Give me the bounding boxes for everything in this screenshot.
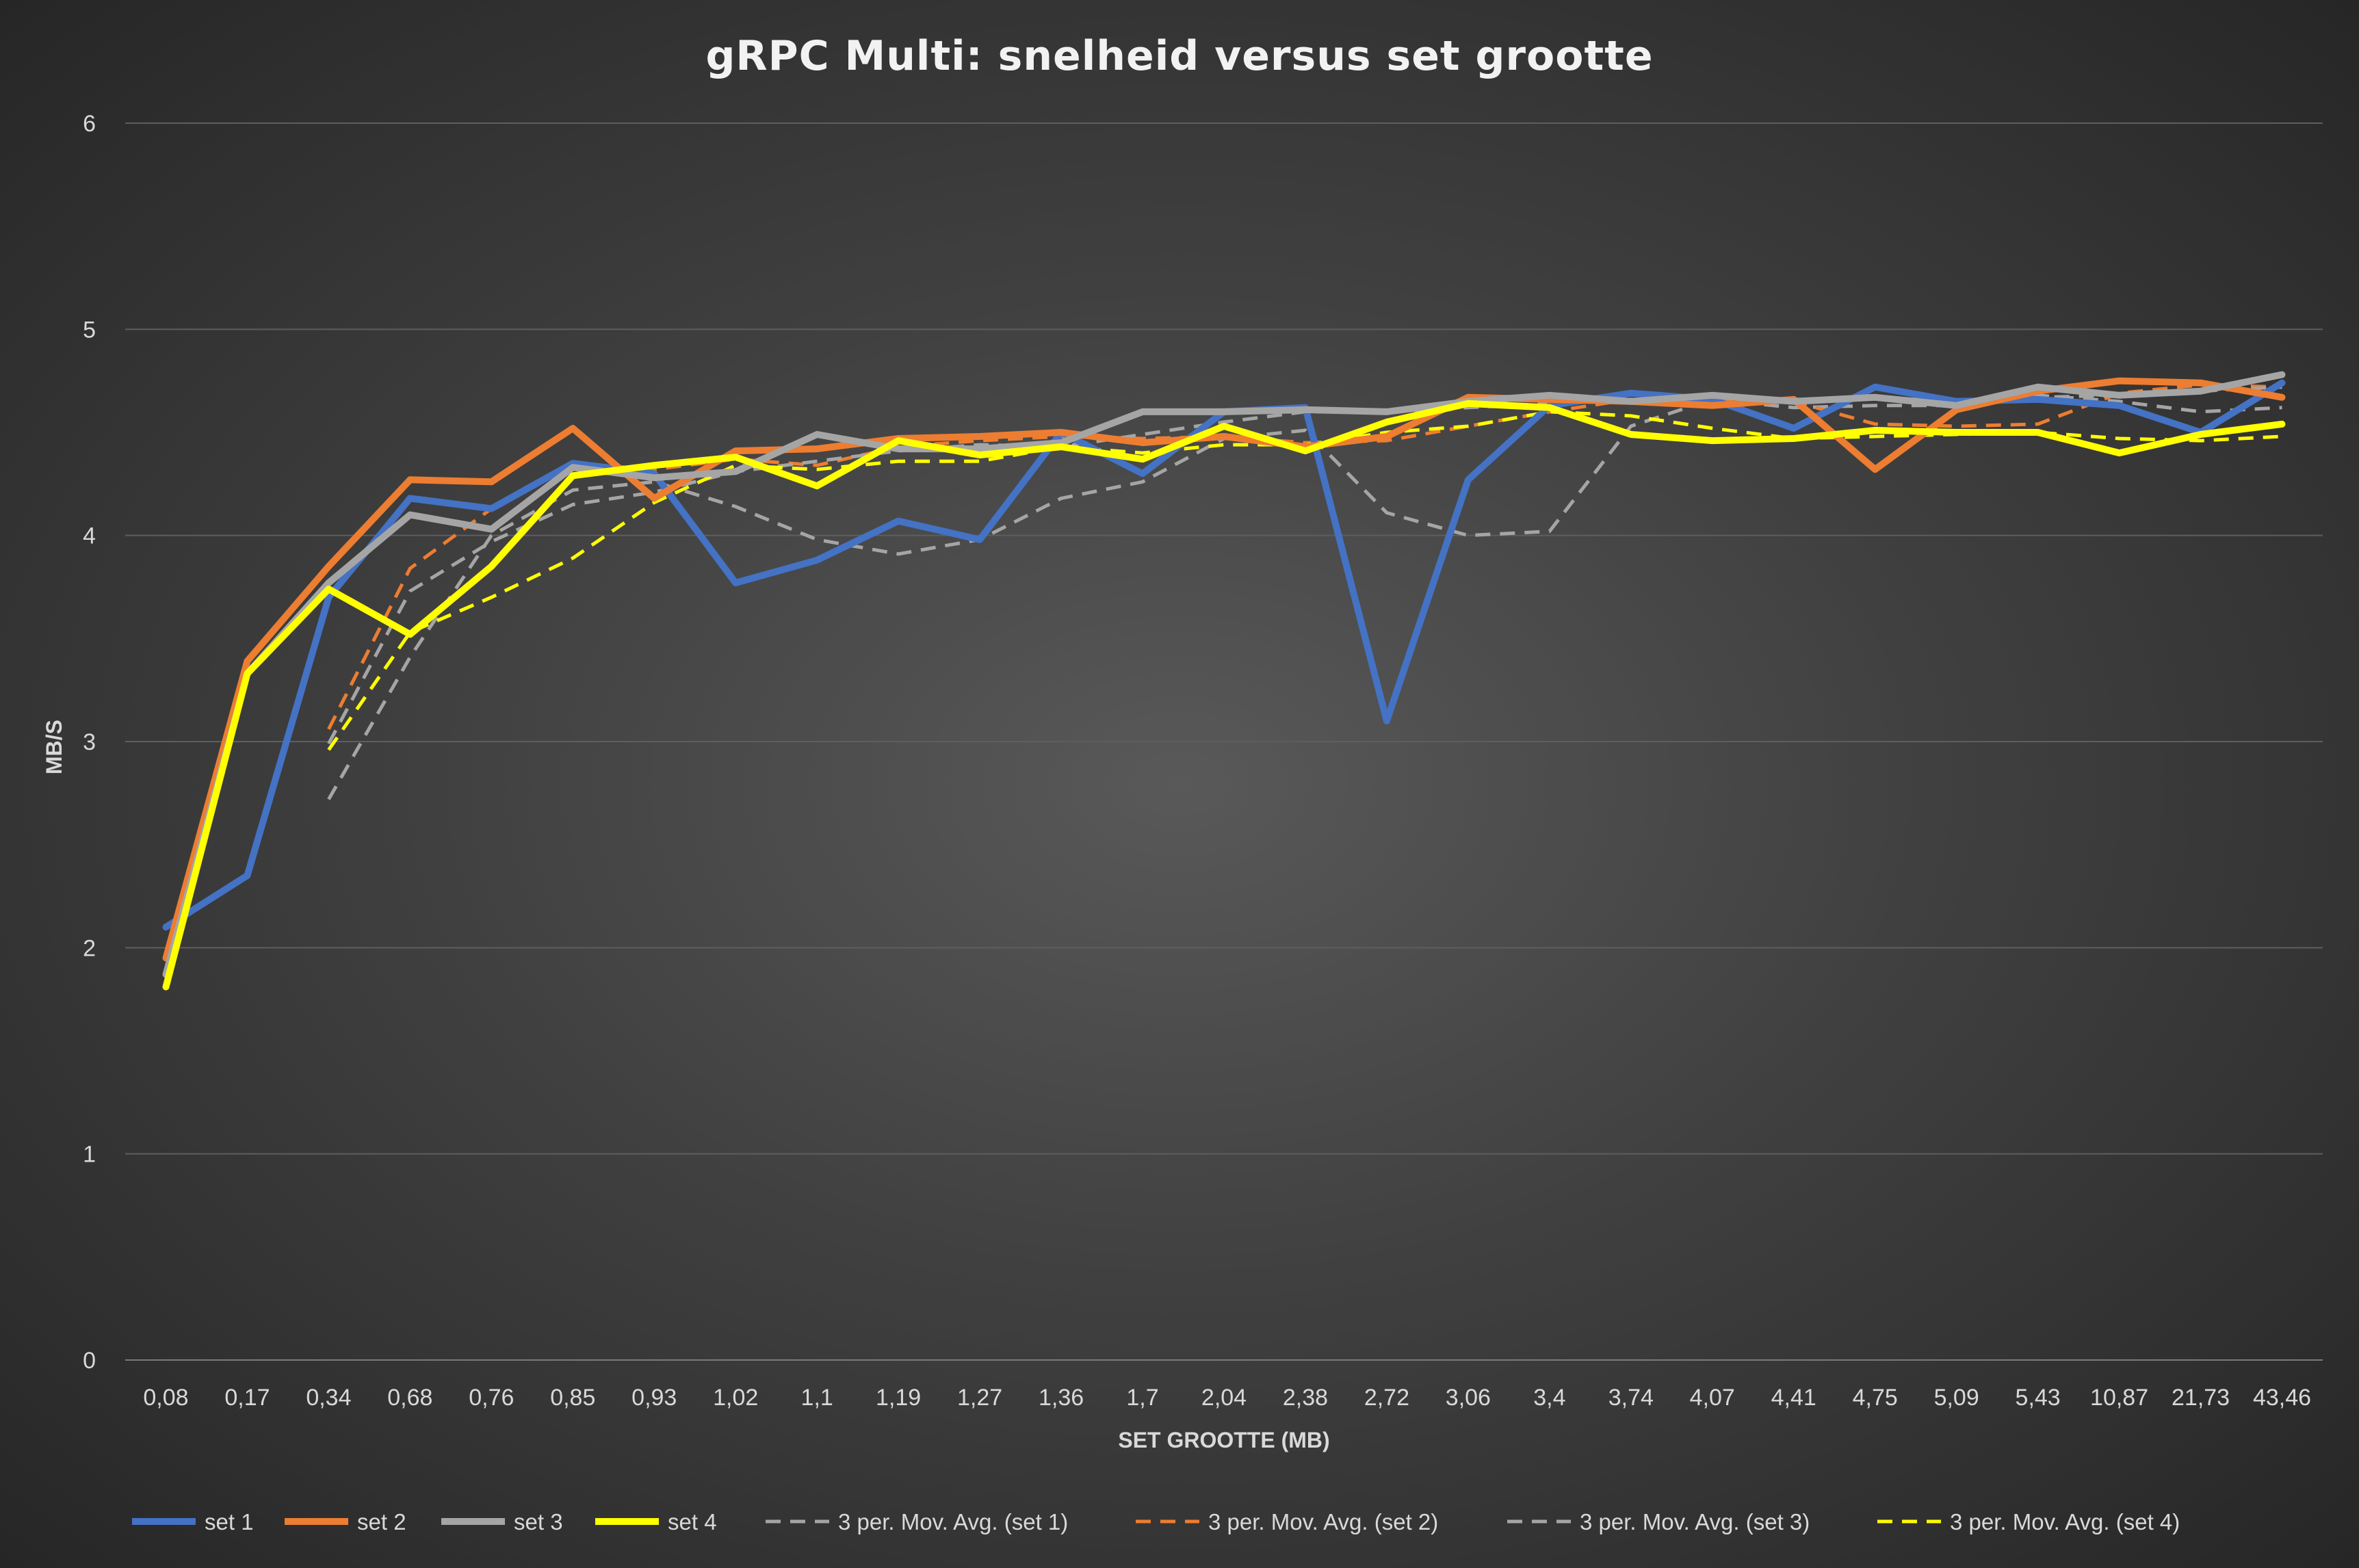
y-tick-label: 6 xyxy=(83,111,96,137)
x-tick-label: 0,68 xyxy=(387,1385,432,1411)
x-tick-label: 43,46 xyxy=(2253,1385,2311,1411)
x-tick-label: 1,36 xyxy=(1039,1385,1084,1411)
x-tick-label: 1,02 xyxy=(713,1385,758,1411)
x-tick-label: 0,85 xyxy=(550,1385,595,1411)
series-lines xyxy=(162,371,2286,991)
x-tick-label: 10,87 xyxy=(2090,1385,2148,1411)
x-tick-label: 0,93 xyxy=(631,1385,677,1411)
x-axis-label: SET GROOTTE (MB) xyxy=(1118,1428,1329,1452)
x-tick-label: 2,72 xyxy=(1364,1385,1409,1411)
legend-label: set 4 xyxy=(668,1509,717,1534)
legend: set 1 set 2 set 3 set 4 3 per. Mov. Avg. (se… xyxy=(132,1509,2180,1534)
chart-title: gRPC Multi: snelheid versus set grootte xyxy=(705,32,1653,80)
y-axis-ticks: 0 1 2 3 4 5 6 xyxy=(83,111,96,1374)
legend-label: set 1 xyxy=(205,1509,254,1534)
legend-label: 3 per. Mov. Avg. (set 1) xyxy=(838,1509,1068,1534)
x-tick-label: 1,7 xyxy=(1126,1385,1158,1411)
x-tick-label: 3,06 xyxy=(1446,1385,1491,1411)
y-tick-label: 2 xyxy=(83,935,96,961)
x-tick-label: 0,17 xyxy=(224,1385,270,1411)
moving-average-line xyxy=(327,385,2282,745)
y-tick-label: 5 xyxy=(83,317,96,343)
legend-label: set 2 xyxy=(357,1509,406,1534)
x-tick-label: 1,27 xyxy=(957,1385,1002,1411)
series-line xyxy=(162,400,2286,991)
moving-average-line xyxy=(327,393,2282,800)
x-tick-label: 5,09 xyxy=(1934,1385,1979,1411)
x-tick-label: 4,75 xyxy=(1853,1385,1898,1411)
legend-label: 3 per. Mov. Avg. (set 3) xyxy=(1580,1509,1810,1534)
x-tick-label: 0,76 xyxy=(469,1385,514,1411)
x-axis-ticks: 0,08 0,17 0,34 0,68 0,76 0,85 0,93 1,02 1,1 1,19 1… xyxy=(143,1385,2311,1411)
x-tick-label: 0,08 xyxy=(143,1385,188,1411)
moving-average-line xyxy=(327,410,2282,751)
x-tick-label: 1,19 xyxy=(876,1385,921,1411)
series-line xyxy=(162,377,2286,962)
series-line xyxy=(162,379,2286,931)
y-tick-label: 4 xyxy=(83,523,96,549)
gridlines xyxy=(125,122,2323,1361)
moving-average-line xyxy=(327,383,2282,731)
x-tick-label: 2,38 xyxy=(1283,1385,1328,1411)
legend-label: set 3 xyxy=(514,1509,563,1534)
x-tick-label: 4,41 xyxy=(1771,1385,1816,1411)
series-line xyxy=(162,371,2286,978)
y-tick-label: 3 xyxy=(83,729,96,755)
x-tick-label: 5,43 xyxy=(2016,1385,2061,1411)
x-tick-label: 21,73 xyxy=(2172,1385,2230,1411)
y-tick-label: 0 xyxy=(83,1348,96,1374)
x-tick-label: 3,4 xyxy=(1533,1385,1565,1411)
y-tick-label: 1 xyxy=(83,1142,96,1168)
x-tick-label: 2,04 xyxy=(1201,1385,1247,1411)
x-tick-label: 0,34 xyxy=(306,1385,351,1411)
x-tick-label: 4,07 xyxy=(1690,1385,1735,1411)
x-tick-label: 3,74 xyxy=(1608,1385,1654,1411)
legend-label: 3 per. Mov. Avg. (set 2) xyxy=(1208,1509,1438,1534)
legend-label: 3 per. Mov. Avg. (set 4) xyxy=(1950,1509,2180,1534)
x-tick-label: 1,1 xyxy=(801,1385,833,1411)
y-axis-label: MB/S xyxy=(42,720,66,774)
